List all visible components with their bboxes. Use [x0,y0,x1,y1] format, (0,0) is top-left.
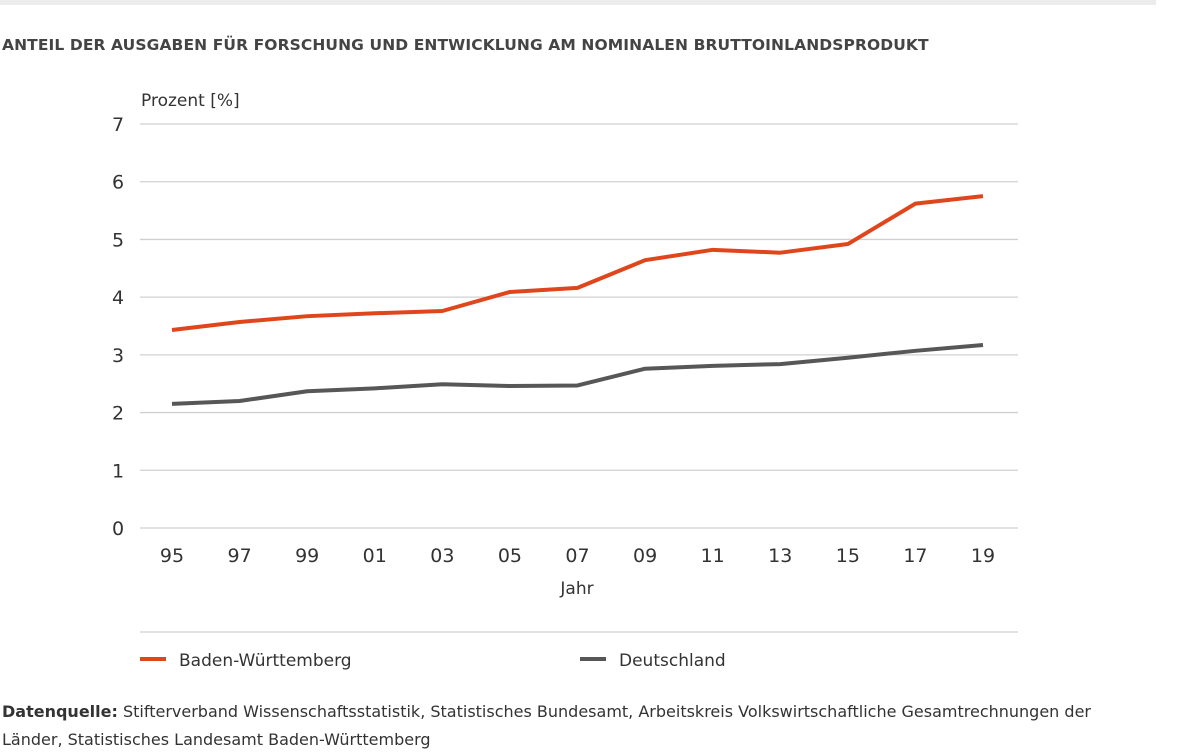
x-tick-label: 11 [701,545,725,567]
x-tick-label: 09 [633,545,657,567]
source-text: Stifterverband Wissenschaftsstatistik, S… [2,702,1091,749]
y-tick-label: 1 [112,460,124,482]
legend-label: Deutschland [619,651,726,671]
x-tick-label: 13 [768,545,792,567]
series-line-baden-wuerttemberg [171,194,984,333]
x-tick-label: 19 [971,545,995,567]
x-tick-label: 99 [295,545,319,567]
x-tick-label: 95 [160,545,184,567]
y-tick-label: 3 [112,345,124,367]
y-axis-label: Prozent [%] [141,91,240,111]
x-tick-label: 01 [363,545,387,567]
y-tick-label: 0 [112,518,124,540]
source-note: Datenquelle: Stifterverband Wissenschaft… [2,698,1102,754]
series-line-deutschland [171,343,984,406]
x-tick-label: 15 [836,545,860,567]
x-tick-label: 97 [227,545,251,567]
y-tick-label: 4 [112,287,124,309]
x-tick-label: 05 [498,545,522,567]
y-tick-label: 2 [112,403,124,425]
x-tick-label: 17 [903,545,927,567]
x-tick-label: 03 [430,545,454,567]
y-tick-label: 5 [112,229,124,251]
legend-label: Baden-Württemberg [179,651,352,671]
x-tick-label: 07 [565,545,589,567]
top-bar [0,0,1156,5]
y-tick-label: 7 [112,114,124,136]
chart-title: ANTEIL DER AUSGABEN FÜR FORSCHUNG UND EN… [2,36,929,54]
source-label: Datenquelle: [2,702,118,721]
y-tick-label: 6 [112,172,124,194]
x-axis-label: Jahr [559,579,593,599]
